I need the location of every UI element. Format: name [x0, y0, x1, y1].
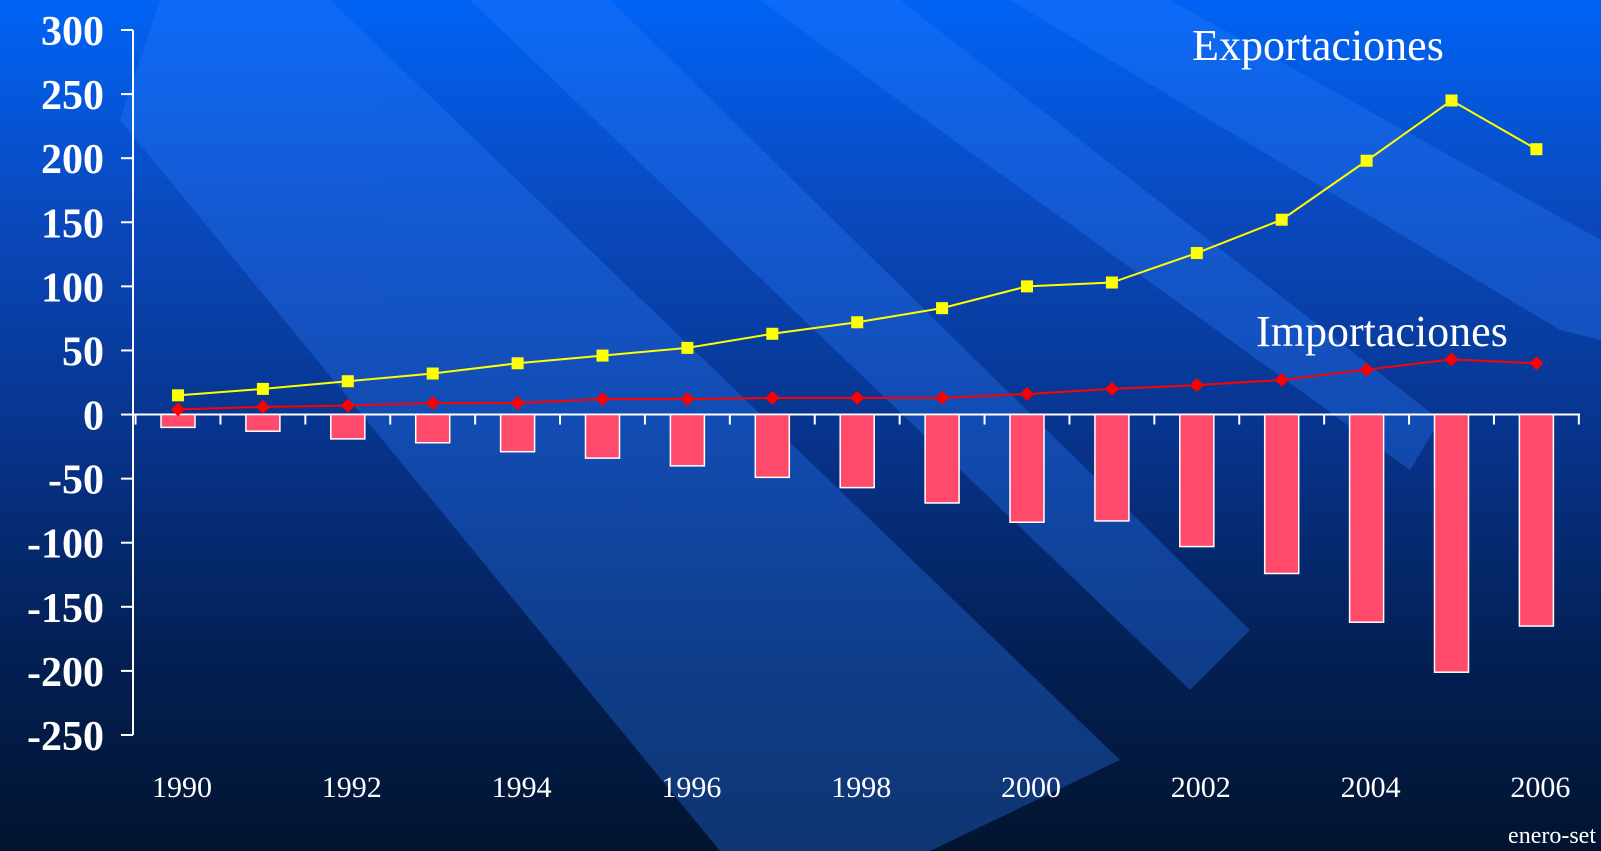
y-tick-label: -50 — [48, 458, 104, 504]
series-point — [426, 367, 439, 380]
series-point — [1359, 362, 1374, 377]
series-label-exportaciones: Exportaciones — [1192, 21, 1444, 70]
series-point — [341, 375, 354, 388]
y-tick-label: 250 — [41, 73, 104, 119]
series-point — [425, 396, 440, 411]
background-band — [760, 0, 1440, 470]
series-point — [596, 349, 609, 362]
series-point — [1444, 352, 1459, 367]
bar — [584, 413, 621, 459]
series-point — [765, 390, 780, 405]
bar — [1094, 413, 1130, 522]
series-point — [681, 341, 694, 354]
bar — [669, 413, 706, 467]
x-tick-label: 2004 — [1341, 771, 1401, 804]
bar — [1518, 413, 1555, 627]
bar — [330, 413, 366, 440]
series-point — [511, 357, 524, 370]
series-point — [766, 327, 779, 340]
series-point — [1105, 276, 1118, 289]
series-point — [936, 302, 949, 315]
bar — [1348, 413, 1385, 623]
y-tick-label: -150 — [27, 586, 104, 632]
series-point — [595, 392, 610, 407]
series-point — [935, 390, 950, 405]
bar — [160, 413, 196, 429]
bar — [1263, 413, 1300, 575]
series-point — [171, 402, 185, 417]
x-tick-label: 2002 — [1171, 771, 1231, 804]
series-label-importaciones: Importaciones — [1256, 307, 1508, 356]
y-tick-label: 100 — [41, 265, 104, 311]
y-tick-label: 150 — [41, 201, 104, 247]
x-tick-label: 1990 — [152, 771, 212, 804]
bar-series — [160, 413, 1555, 673]
x-tick-label: 1994 — [492, 771, 552, 804]
x-tick-label: 1998 — [831, 771, 891, 804]
x-tick-label: 1992 — [322, 771, 382, 804]
series-point — [850, 390, 865, 405]
bar — [839, 413, 875, 489]
series-point — [1274, 372, 1289, 387]
series-point — [1530, 143, 1543, 156]
bar — [499, 413, 536, 453]
series-point — [1104, 381, 1119, 396]
y-tick-label: 0 — [83, 394, 104, 440]
series-point — [851, 316, 864, 329]
bar — [245, 413, 281, 432]
background-band — [1010, 0, 1601, 340]
series-point — [1190, 247, 1203, 260]
background-band — [470, 0, 1250, 690]
y-tick-label: -100 — [27, 522, 104, 568]
y-tick-label: -250 — [27, 714, 104, 760]
line-series — [171, 94, 1544, 417]
series-point — [340, 398, 355, 413]
bar — [1433, 413, 1470, 673]
y-tick-label: -200 — [27, 650, 104, 696]
x-tick-label: 1996 — [661, 771, 721, 804]
series-point — [1445, 94, 1458, 107]
series-point — [255, 399, 270, 414]
x-tick-label: 2006 — [1510, 771, 1570, 804]
series-point — [1529, 356, 1544, 371]
series-point — [1275, 213, 1288, 226]
series-point — [172, 389, 184, 402]
series-point — [256, 382, 269, 395]
bar — [924, 413, 960, 504]
series-point — [1021, 280, 1033, 293]
y-tick-label: 50 — [62, 329, 104, 375]
series-point — [680, 392, 695, 407]
tick-labels: 300 250 200 150 100 50 0 -50 -100 -150 -200 -250 199… — [27, 9, 1570, 804]
series-point — [1189, 378, 1204, 393]
x-tick-label: 2000 — [1001, 771, 1061, 804]
x-axis-note: enero-set — [1508, 823, 1596, 849]
series-point — [1360, 154, 1373, 167]
series-point — [510, 396, 525, 411]
bar — [1009, 413, 1045, 523]
bar — [1179, 413, 1215, 548]
bar — [414, 413, 451, 444]
bar — [754, 413, 791, 479]
series-point — [1020, 387, 1034, 402]
y-tick-label: 200 — [41, 137, 104, 183]
y-tick-label: 300 — [41, 9, 104, 55]
